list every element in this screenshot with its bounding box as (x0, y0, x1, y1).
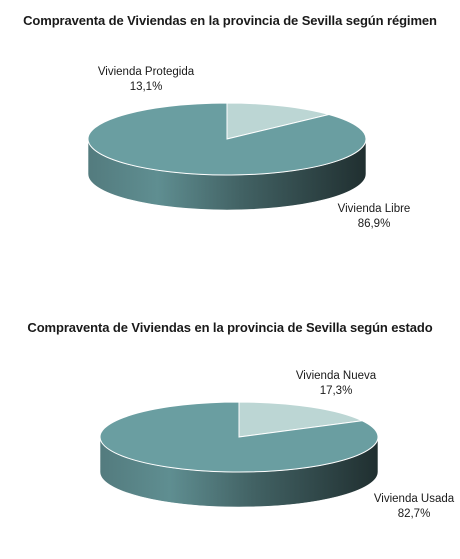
slice-percent: 82,7% (397, 508, 431, 520)
chart-title: Compraventa de Viviendas en la provincia… (23, 13, 437, 28)
slice-label-protegida: Vivienda Protegida 13,1% (98, 65, 194, 95)
pie-slice-vivienda-nueva (238, 401, 364, 438)
pie-plot (99, 401, 379, 508)
pie-chart-regimen: Compraventa de Viviendas en la provincia… (0, 0, 460, 270)
slice-percent: 86,9% (357, 218, 391, 230)
pie-slice-vivienda-protegida (226, 102, 331, 140)
slice-name: Vivienda Nueva (295, 370, 377, 382)
slice-label-usada: Vivienda Usada 82,7% (374, 492, 454, 522)
slice-percent: 13,1% (129, 81, 163, 93)
chart-title: Compraventa de Viviendas en la provincia… (27, 320, 433, 335)
pie-slice-vivienda-libre (87, 102, 367, 176)
slice-label-nueva: Vivienda Nueva 17,3% (296, 369, 376, 399)
pie-slice-vivienda-usada (99, 401, 379, 473)
pie-plot (87, 102, 367, 211)
pie-chart-estado: Compraventa de Viviendas en la provincia… (0, 300, 460, 559)
slice-label-libre: Vivienda Libre 86,9% (338, 202, 411, 232)
slice-name: Vivienda Protegida (97, 66, 195, 78)
slice-percent: 17,3% (319, 385, 353, 397)
slice-name: Vivienda Libre (337, 203, 411, 215)
slice-name: Vivienda Usada (373, 493, 455, 505)
